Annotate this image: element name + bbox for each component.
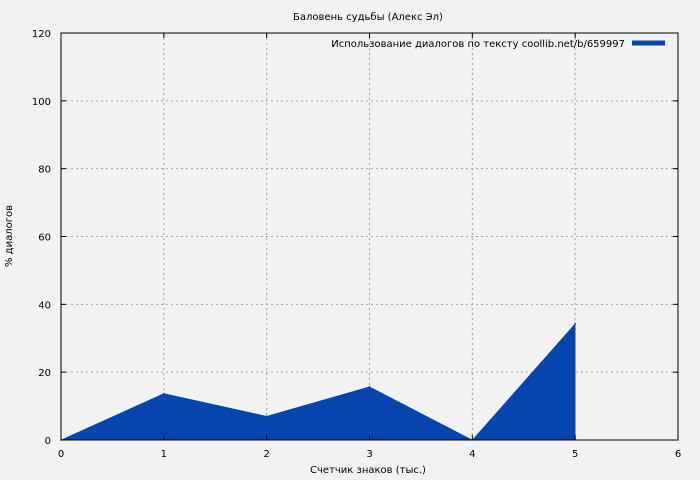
y-tick-label: 120: [32, 29, 51, 40]
data-point: [368, 385, 371, 388]
x-tick-label: 0: [58, 449, 64, 460]
legend-label: Использование диалогов по тексту coollib…: [331, 39, 625, 50]
area-series-0: [60, 323, 576, 441]
x-tick-label: 3: [366, 449, 372, 460]
y-axis-label: % диалогов: [4, 205, 15, 267]
y-tick-label: 60: [38, 233, 51, 244]
x-tick-label: 6: [675, 449, 681, 460]
y-tick-label: 80: [38, 165, 51, 176]
x-tick-label: 1: [161, 449, 167, 460]
y-tick-label: 40: [38, 300, 51, 311]
grid: [61, 33, 678, 440]
data-point: [574, 322, 576, 325]
data-point: [163, 392, 165, 395]
legend: Использование диалогов по тексту coollib…: [331, 39, 665, 50]
x-tick-label: 2: [263, 449, 269, 460]
y-tick-label: 100: [32, 97, 51, 108]
x-tick-label: 5: [572, 449, 578, 460]
data-point: [265, 415, 268, 418]
plot-area: [60, 322, 576, 441]
chart-title: Баловень судьбы (Алекс Эл): [293, 12, 443, 23]
x-axis-label: Счетчик знаков (тыс.): [310, 465, 426, 476]
y-tick-label: 0: [45, 436, 51, 447]
x-tick-label: 4: [469, 449, 475, 460]
y-tick-label: 20: [38, 368, 51, 379]
